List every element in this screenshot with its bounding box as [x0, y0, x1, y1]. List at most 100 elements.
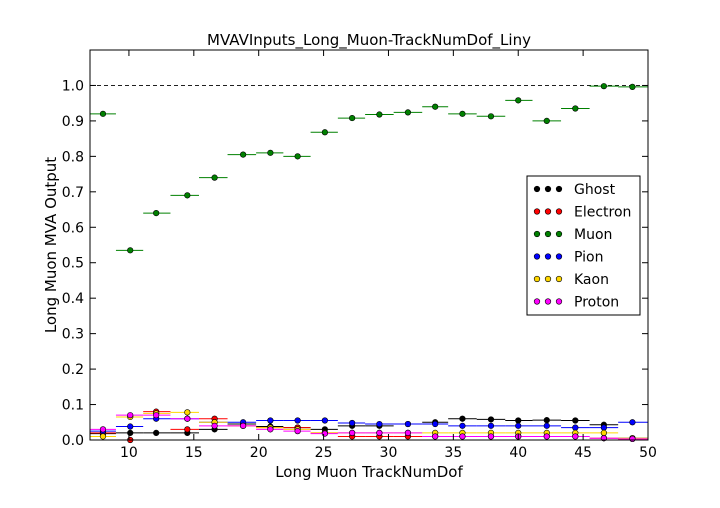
data-point [515, 422, 522, 429]
data-point [294, 417, 301, 424]
data-point [349, 114, 356, 122]
data-point [267, 426, 274, 433]
y-tick-label: 0.1 [62, 398, 84, 414]
legend-label: Kaon [574, 272, 609, 288]
data-point [459, 415, 466, 422]
data-point [572, 417, 579, 424]
plot-frame [89, 49, 649, 441]
data-point [404, 109, 412, 116]
y-tick-label: 0.4 [62, 291, 84, 307]
y-tick-label: 1.0 [62, 78, 84, 94]
data-point [572, 433, 579, 440]
y-tick-label: 0.6 [62, 220, 84, 236]
legend-item-kaon: Kaon [533, 272, 609, 288]
legend-marker [544, 253, 552, 260]
data-point [543, 433, 550, 440]
legend-label: Pion [574, 250, 603, 266]
data-point [543, 422, 550, 429]
data-point [600, 424, 607, 431]
legend-marker [533, 275, 541, 283]
data-point [376, 420, 383, 428]
legend-marker [533, 185, 541, 193]
data-point [629, 435, 636, 443]
data-point [267, 417, 274, 424]
legend-label: Muon [574, 227, 612, 243]
data-point [349, 429, 356, 437]
legend-label: Ghost [574, 182, 616, 198]
legend-marker [555, 185, 563, 193]
data-point [572, 424, 579, 431]
legend-marker [544, 185, 552, 193]
data-point [515, 97, 522, 104]
x-axis-label: Long Muon TrackNumDof [275, 463, 463, 481]
data-point [600, 83, 607, 90]
data-point [184, 426, 191, 433]
legend-item-muon: Muon [533, 227, 612, 243]
data-point [487, 416, 495, 423]
data-point [543, 417, 550, 424]
legend-label: Electron [574, 205, 631, 221]
x-tick-label: 35 [444, 445, 462, 461]
legend-marker [533, 208, 541, 215]
y-tick-label: 0.8 [62, 149, 84, 165]
data-point [487, 433, 495, 440]
x-tick-label: 30 [380, 445, 398, 461]
legend: Ghost Electron Muon Pion Kaon Proton [526, 175, 641, 316]
data-point [184, 192, 191, 199]
data-point [267, 149, 274, 156]
data-point [404, 429, 412, 437]
data-point [543, 117, 550, 125]
data-point [600, 429, 607, 437]
data-point [349, 419, 356, 427]
y-tick-label: 0.2 [62, 362, 84, 378]
x-tick-label: 50 [639, 445, 657, 461]
legend-marker [533, 230, 541, 238]
data-point [376, 111, 383, 118]
data-point [294, 153, 301, 160]
legend-marker [544, 298, 552, 305]
x-tick-label: 15 [185, 445, 203, 461]
y-tick-label: 0.7 [62, 185, 84, 201]
data-point [487, 113, 495, 120]
legend-box [526, 175, 641, 316]
data-point [184, 409, 191, 416]
data-point [629, 83, 636, 90]
data-point [572, 105, 579, 112]
legend-marker [555, 208, 563, 215]
y-tick-label: 0.9 [62, 114, 84, 130]
data-point [240, 151, 247, 158]
chart-axes: 0.0 0.1 0.2 0.3 0.4 0.5 0.6 0.7 0.8 0.9 1.0 10 15 20 2… [62, 50, 657, 461]
data-point [127, 247, 134, 254]
data-point [487, 422, 495, 429]
legend-marker [544, 230, 552, 238]
data-point [294, 428, 301, 435]
data-point [153, 209, 160, 217]
data-point [321, 129, 328, 136]
legend-item-proton: Proton [533, 295, 619, 311]
data-point [99, 433, 107, 440]
legend-marker [555, 230, 563, 238]
legend-item-pion: Pion [533, 250, 603, 266]
series-muon [90, 83, 648, 254]
data-point [376, 429, 383, 437]
data-point [432, 420, 439, 428]
legend-marker [544, 275, 552, 283]
data-point [153, 429, 160, 437]
y-axis-label: Long Muon MVA Output [42, 157, 60, 333]
chart-title: MVAVInputs_Long_Muon-TrackNumDof_Liny [207, 31, 531, 50]
data-point [321, 430, 328, 437]
data-point [515, 417, 522, 424]
data-point [459, 422, 466, 429]
data-point [240, 422, 247, 429]
data-point [153, 412, 160, 419]
legend-marker [555, 298, 563, 305]
x-tick-label: 10 [120, 445, 138, 461]
data-point [184, 415, 191, 422]
data-point [211, 174, 218, 181]
x-tick-label: 40 [509, 445, 527, 461]
legend-marker [533, 253, 541, 260]
data-point [321, 417, 328, 424]
legend-marker [555, 275, 563, 283]
data-point [211, 422, 218, 429]
